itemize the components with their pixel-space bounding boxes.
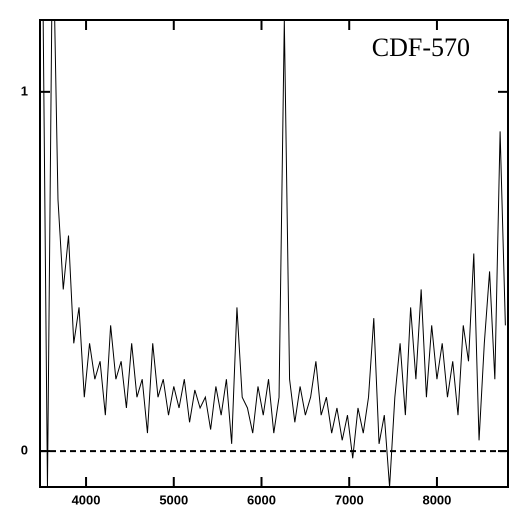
plot-frame [39, 19, 509, 488]
chart-title: CDF-570 [372, 33, 470, 62]
y-tick-label: 0 [21, 443, 28, 458]
x-tick-label: 6000 [247, 492, 276, 507]
x-tick-label: 5000 [159, 492, 188, 507]
x-tick-label: 8000 [422, 492, 451, 507]
x-tick-label: 7000 [335, 492, 364, 507]
x-tick-label: 4000 [72, 492, 101, 507]
plot-area [40, 20, 508, 487]
y-tick-label: 1 [21, 83, 28, 98]
spectrum-line [42, 20, 506, 487]
